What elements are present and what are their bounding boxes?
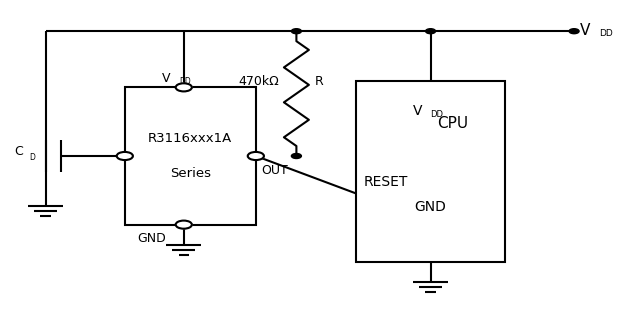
Text: V: V — [412, 104, 422, 118]
Text: DD: DD — [180, 77, 191, 85]
Text: V: V — [162, 72, 170, 85]
Circle shape — [426, 29, 436, 34]
Text: R: R — [315, 75, 324, 88]
Circle shape — [248, 152, 264, 160]
Text: 470kΩ: 470kΩ — [238, 75, 279, 88]
Bar — [125, 87, 256, 225]
Text: V: V — [580, 23, 591, 38]
Circle shape — [569, 29, 579, 34]
Text: RESET: RESET — [363, 175, 407, 189]
Text: CPU: CPU — [437, 116, 469, 131]
Circle shape — [117, 152, 133, 160]
Circle shape — [176, 221, 192, 229]
Text: R3116xxx1A: R3116xxx1A — [148, 132, 233, 145]
Text: GND: GND — [414, 200, 447, 214]
Circle shape — [291, 29, 301, 34]
Bar — [356, 81, 505, 262]
Text: GND: GND — [137, 232, 166, 245]
Text: OUT: OUT — [261, 163, 288, 177]
Text: C: C — [14, 145, 23, 158]
Text: D: D — [29, 153, 36, 162]
Circle shape — [176, 83, 192, 91]
Text: Series: Series — [170, 167, 211, 180]
Circle shape — [291, 154, 301, 158]
Text: DD: DD — [599, 29, 613, 38]
Text: DD: DD — [430, 110, 443, 119]
